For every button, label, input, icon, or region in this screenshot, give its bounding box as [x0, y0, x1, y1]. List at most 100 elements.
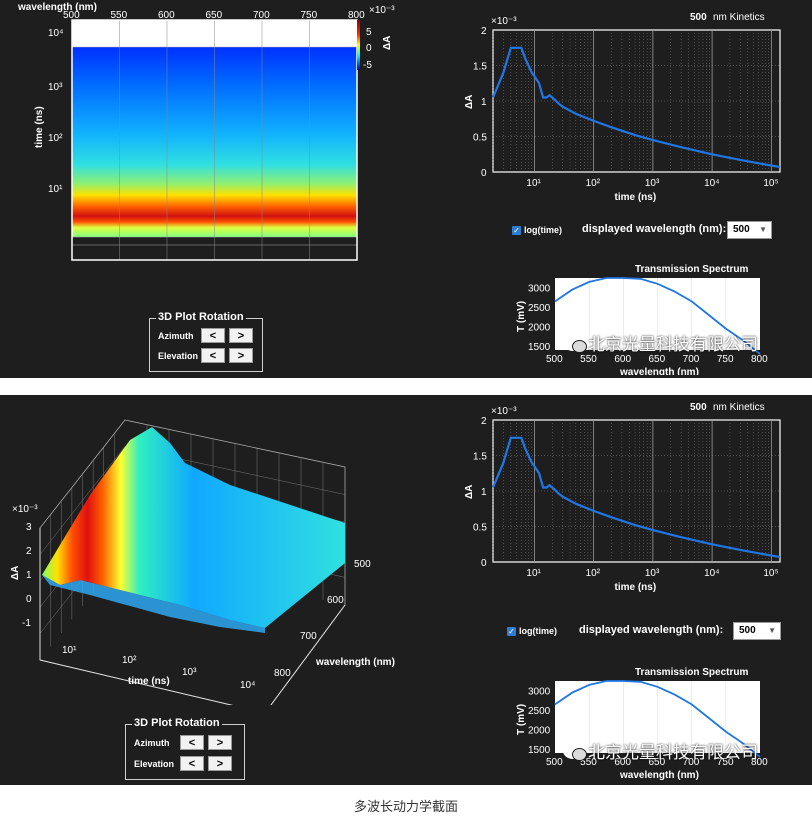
colorbar: [357, 20, 360, 70]
spectrum-curve: [554, 277, 761, 355]
heatmap-xtick: 600: [158, 10, 175, 21]
wavelength-select[interactable]: 500 ▼: [727, 221, 772, 239]
spectrum-xtick: 600: [614, 757, 631, 768]
elevation-right-button[interactable]: >: [208, 756, 232, 771]
spectrum-curve: [554, 680, 761, 758]
log-time-label: log(time): [524, 225, 562, 235]
watermark: 北京光量科技有限公司: [563, 738, 758, 763]
wechat-icon: [563, 742, 587, 761]
kinetics-title-value: 500: [690, 12, 707, 23]
spectrum-ytick: 2000: [528, 726, 551, 737]
kinetics-xtick: 10¹: [526, 568, 541, 579]
rotation-group: 3D Plot Rotation Azimuth < > Elevation <…: [125, 717, 245, 780]
heatmap-xtick: 650: [206, 10, 223, 21]
elevation-label: Elevation: [134, 759, 175, 769]
colorbar-exponent: ×10⁻³: [369, 5, 395, 16]
heatmap-ytick-4: 10¹: [48, 184, 63, 195]
kinetics-xtick: 10⁵: [763, 178, 778, 189]
kinetics-chart-top: 2 1.5 1 0.5 0 10¹ 10² 10³ 10⁴ 10⁵ ×10⁻³ 500 nm Kinet…: [464, 12, 781, 203]
kinetics-title-suffix: nm Kinetics: [713, 12, 765, 23]
kinetics-ytick: 0: [481, 558, 487, 569]
spectrum-xtick: 500: [546, 354, 563, 365]
kinetics-xtick: 10¹: [526, 178, 541, 189]
azimuth-left-button[interactable]: <: [180, 735, 204, 750]
azimuth-left-button[interactable]: <: [201, 328, 225, 343]
heatmap-xlabel: wavelength (nm): [17, 2, 97, 13]
spectrum-ytick: 1500: [528, 745, 551, 756]
surface-ttick-1: 10¹: [62, 645, 77, 656]
wavelength-select-value: 500: [739, 625, 756, 636]
kinetics-xtick: 10²: [586, 568, 601, 579]
spectrum-ylabel: T (mV): [516, 704, 527, 735]
surface-ttick-2: 10²: [122, 655, 137, 666]
surface-zlabel: ΔA: [10, 566, 21, 580]
elevation-left-button[interactable]: <: [180, 756, 204, 771]
spectrum-xtick: 750: [717, 757, 734, 768]
kinetics-ytick: 1: [481, 97, 487, 108]
spectrum-xtick: 750: [717, 354, 734, 365]
displayed-wavelength-label: displayed wavelength (nm):: [582, 223, 727, 235]
spectrum-title: Transmission Spectrum: [635, 264, 748, 275]
kinetics-ytick: 2: [481, 26, 487, 37]
heatmap-xtick: 800: [348, 10, 365, 21]
kinetics-title-suffix: nm Kinetics: [713, 402, 765, 413]
surface-time-label: time (ns): [128, 676, 170, 687]
kinetics-plot-area: [492, 29, 781, 173]
surface-wl-label: wavelength (nm): [315, 657, 395, 668]
kinetics-xtick: 10⁴: [704, 178, 719, 189]
azimuth-right-button[interactable]: >: [229, 328, 253, 343]
heatmap-ytick-1: 10⁴: [48, 28, 63, 39]
chevron-down-icon: ▼: [759, 225, 767, 234]
heatmap-xtick: 750: [301, 10, 318, 21]
spectrum-xtick: 700: [683, 757, 700, 768]
surface-ztick-2: 2: [26, 546, 32, 557]
surface-chart: ×10⁻³ 3 2 1 0 -1 ΔA 10¹ 10² 10³ 10⁴ time…: [10, 419, 395, 705]
spectrum-xlabel: wavelength (nm): [619, 770, 699, 781]
wavelength-select[interactable]: 500 ▼: [733, 622, 781, 640]
log-time-checkbox[interactable]: ✓: [507, 627, 516, 636]
wavelength-select-value: 500: [733, 224, 750, 235]
surface-ttick-4: 10⁴: [240, 680, 255, 691]
kinetics-title-value: 500: [690, 402, 707, 413]
heatmap-xtick: 500: [63, 10, 80, 21]
chevron-down-icon: ▼: [768, 626, 776, 635]
spectrum-ytick: 3000: [528, 284, 551, 295]
kinetics-ytick: 1: [481, 487, 487, 498]
surface-ttick-3: 10³: [182, 667, 197, 678]
spectrum-ytick: 2500: [528, 303, 551, 314]
kinetics-ytick: 0.5: [473, 523, 487, 534]
rotation-group: 3D Plot Rotation Azimuth < > Elevation <…: [149, 311, 263, 372]
azimuth-right-button[interactable]: >: [208, 735, 232, 750]
kinetics-curve: [491, 46, 781, 169]
figure-caption: 多波长动力学截面: [353, 799, 458, 814]
top-panel: wavelength (nm) 500 550 600 650 700 750 800 ×1…: [0, 0, 812, 378]
elevation-right-button[interactable]: >: [229, 348, 253, 363]
spectrum-xtick: 500: [546, 757, 563, 768]
spectrum-xtick: 650: [649, 757, 666, 768]
spectrum-ytick: 3000: [528, 687, 551, 698]
kinetics-xtick: 10²: [586, 178, 601, 189]
spectrum-xtick: 600: [614, 354, 631, 365]
heatmap-chart: wavelength (nm) 500 550 600 650 700 750 800 ×1…: [17, 2, 395, 261]
kinetics-plot-area: [492, 419, 781, 563]
spectrum-ytick: 1500: [528, 342, 551, 353]
watermark-text: 北京光量科技有限公司: [588, 335, 758, 354]
kinetics-curve: [491, 436, 781, 559]
spectrum-ytick: 2500: [528, 706, 551, 717]
colorbar-tick-3: -5: [363, 60, 372, 71]
log-time-label: log(time): [519, 626, 557, 636]
surface-z-exponent: ×10⁻³: [12, 504, 38, 515]
spectrum-xtick: 650: [649, 354, 666, 365]
surface-wtick-2: 600: [327, 595, 344, 606]
colorbar-tick-1: 5: [366, 27, 372, 38]
spectrum-title: Transmission Spectrum: [635, 667, 748, 678]
heatmap-xtick: 700: [253, 10, 270, 21]
kinetics-ytick: 0.5: [473, 133, 487, 144]
elevation-left-button[interactable]: <: [201, 348, 225, 363]
surface-ztick-3: 1: [26, 570, 32, 581]
log-time-checkbox[interactable]: ✓: [512, 226, 521, 235]
kinetics-ylabel: ΔA: [464, 95, 475, 109]
kinetics-ytick: 1.5: [473, 452, 487, 463]
colorbar-label: ΔA: [382, 36, 393, 50]
azimuth-label: Azimuth: [134, 738, 170, 748]
